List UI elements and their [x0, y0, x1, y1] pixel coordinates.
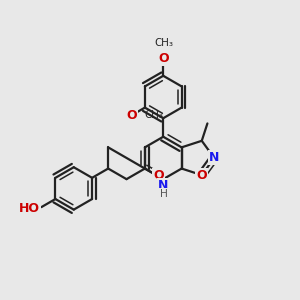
Text: O: O [158, 52, 169, 64]
Text: O: O [153, 169, 164, 182]
Text: CH₃: CH₃ [154, 38, 174, 48]
Text: HO: HO [19, 202, 40, 215]
Text: CH₃: CH₃ [144, 110, 163, 120]
Text: H: H [160, 189, 168, 199]
Text: N: N [158, 179, 168, 192]
Text: O: O [196, 169, 207, 182]
Text: O: O [126, 109, 137, 122]
Text: N: N [209, 152, 219, 164]
